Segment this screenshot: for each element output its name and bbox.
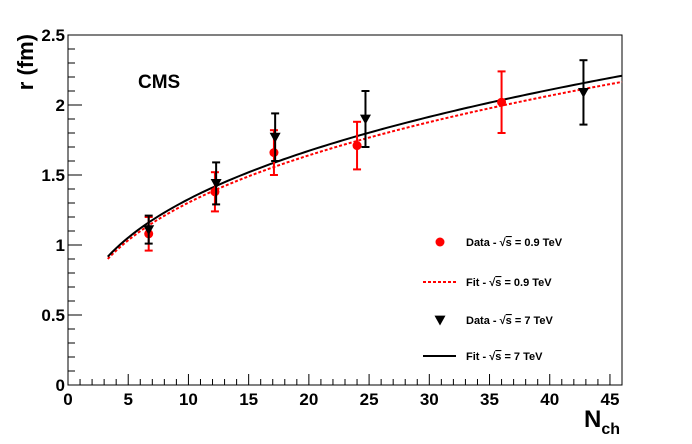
legend-entry: Fit - √s = 7 TeV: [423, 351, 543, 363]
sqrt-symbol: √: [489, 351, 496, 363]
sqrt-symbol: √: [500, 315, 507, 327]
data-point-0.9tev: [497, 70, 507, 134]
legend-label: Fit - √s = 0.9 TeV: [466, 277, 552, 289]
data-point-7tev: [359, 90, 371, 148]
data-point-0.9tev: [352, 120, 362, 171]
legend-label-prefix: Fit -: [466, 351, 489, 363]
legend-label: Data - √s = 0.9 TeV: [466, 237, 563, 249]
experiment-label: CMS: [138, 72, 180, 93]
marker-0.9tev: [210, 187, 220, 197]
y-axis-title: r (fm): [13, 34, 38, 90]
legend-marker: [434, 315, 446, 326]
data-point-7tev: [210, 161, 222, 206]
x-axis-title: Nch: [584, 406, 620, 438]
y-axis-ticks: 0 0.5 1 1.5 2 2.5: [41, 26, 82, 395]
legend-label-prefix: Fit -: [466, 277, 489, 289]
legend-entry: Data - √s = 7 TeV: [434, 315, 554, 327]
marker-7tev: [359, 114, 371, 125]
x-tick-label: 30: [420, 390, 439, 409]
marker-7tev: [577, 88, 589, 98]
legend-label-sqrt-arg: s: [495, 351, 501, 363]
legend-label-prefix: Data -: [466, 315, 500, 327]
marker-0.9tev: [497, 97, 507, 107]
x-tick-label: 20: [299, 390, 318, 409]
y-tick-label: 2: [56, 96, 65, 115]
legend-label: Fit - √s = 7 TeV: [466, 351, 543, 363]
marker-7tev: [210, 179, 222, 189]
legend-label: Data - √s = 7 TeV: [466, 315, 554, 327]
data-points: [143, 59, 589, 252]
x-tick-label: 15: [239, 390, 258, 409]
legend-label-suffix: = 7 TeV: [512, 315, 554, 327]
marker-0.9tev: [269, 148, 279, 158]
data-point-7tev: [577, 59, 589, 126]
y-tick-label: 2.5: [41, 26, 65, 45]
y-tick-label: 0: [56, 376, 65, 395]
x-tick-label: 5: [123, 390, 132, 409]
x-axis-title-subscript: ch: [601, 421, 620, 438]
x-tick-label: 40: [540, 390, 559, 409]
legend-label-suffix: = 7 TeV: [501, 351, 543, 363]
x-tick-label: 45: [600, 390, 619, 409]
legend-label-suffix: = 0.9 TeV: [512, 237, 563, 249]
legend-entry: Fit - √s = 0.9 TeV: [423, 277, 552, 289]
x-axis-ticks: 0 5 10 15 20 25 30 35 40 45: [63, 374, 623, 409]
data-point-0.9tev: [210, 171, 220, 213]
y-tick-label: 1.5: [41, 166, 65, 185]
data-point-7tev: [143, 214, 155, 245]
y-tick-label: 0.5: [41, 306, 65, 325]
legend-label-sqrt-arg: s: [506, 237, 512, 249]
x-axis-title-main: N: [584, 406, 601, 433]
legend-marker: [435, 237, 445, 247]
data-point-7tev: [269, 112, 281, 162]
sqrt-symbol: √: [489, 277, 496, 289]
y-tick-label: 1: [56, 236, 65, 255]
marker-7tev: [143, 225, 155, 236]
x-tick-label: 35: [480, 390, 499, 409]
legend-label-sqrt-arg: s: [506, 315, 512, 327]
x-tick-label: 10: [179, 390, 198, 409]
x-tick-label: 25: [360, 390, 379, 409]
legend-entry: Data - √s = 0.9 TeV: [435, 237, 563, 249]
sqrt-symbol: √: [500, 237, 507, 249]
legend-label-suffix: = 0.9 TeV: [501, 277, 552, 289]
legend-label-prefix: Data -: [466, 237, 500, 249]
marker-7tev: [269, 132, 281, 143]
marker-0.9tev: [352, 141, 362, 151]
x-tick-label: 0: [63, 390, 72, 409]
legend-label-sqrt-arg: s: [495, 277, 501, 289]
